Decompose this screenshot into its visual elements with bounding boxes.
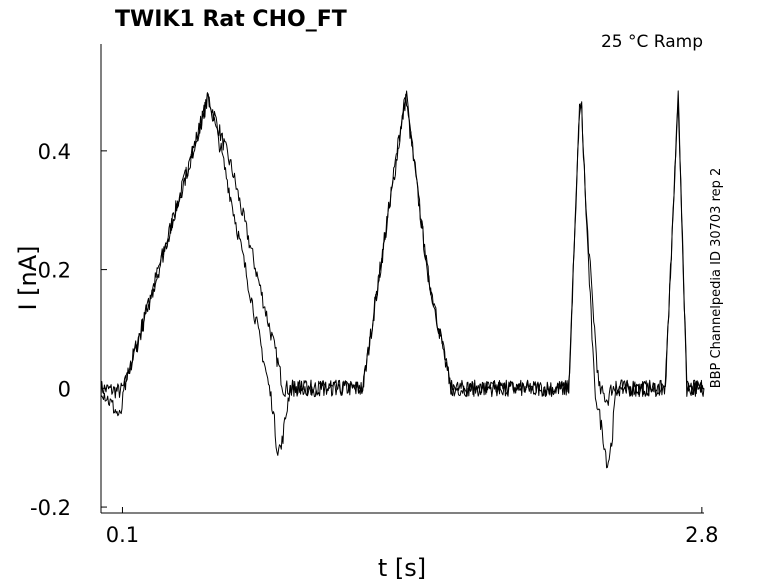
side-label: BBP Channelpedia ID 30703 rep 2 [709,168,724,389]
y-axis-label: I [nA] [14,245,42,310]
x-tick-label: 0.1 [106,523,139,547]
current-traces [100,90,705,469]
current-trace-2 [100,90,705,469]
y-tick-label: 0 [58,377,71,401]
chart-title: TWIK1 Rat CHO_FT [115,7,347,32]
y-tick-label: 0.4 [38,140,71,164]
x-tick-label: 2.8 [685,523,718,547]
y-ticks: -0.2 0 0.2 0.4 [30,140,107,520]
y-tick-label: -0.2 [30,496,71,520]
x-ticks: 0.1 2.8 [106,507,719,547]
x-axis-label: t [s] [378,554,426,582]
condition-annotation: 25 °C Ramp [601,32,703,52]
current-trace-1 [100,92,705,406]
y-tick-label: 0.2 [38,259,71,283]
